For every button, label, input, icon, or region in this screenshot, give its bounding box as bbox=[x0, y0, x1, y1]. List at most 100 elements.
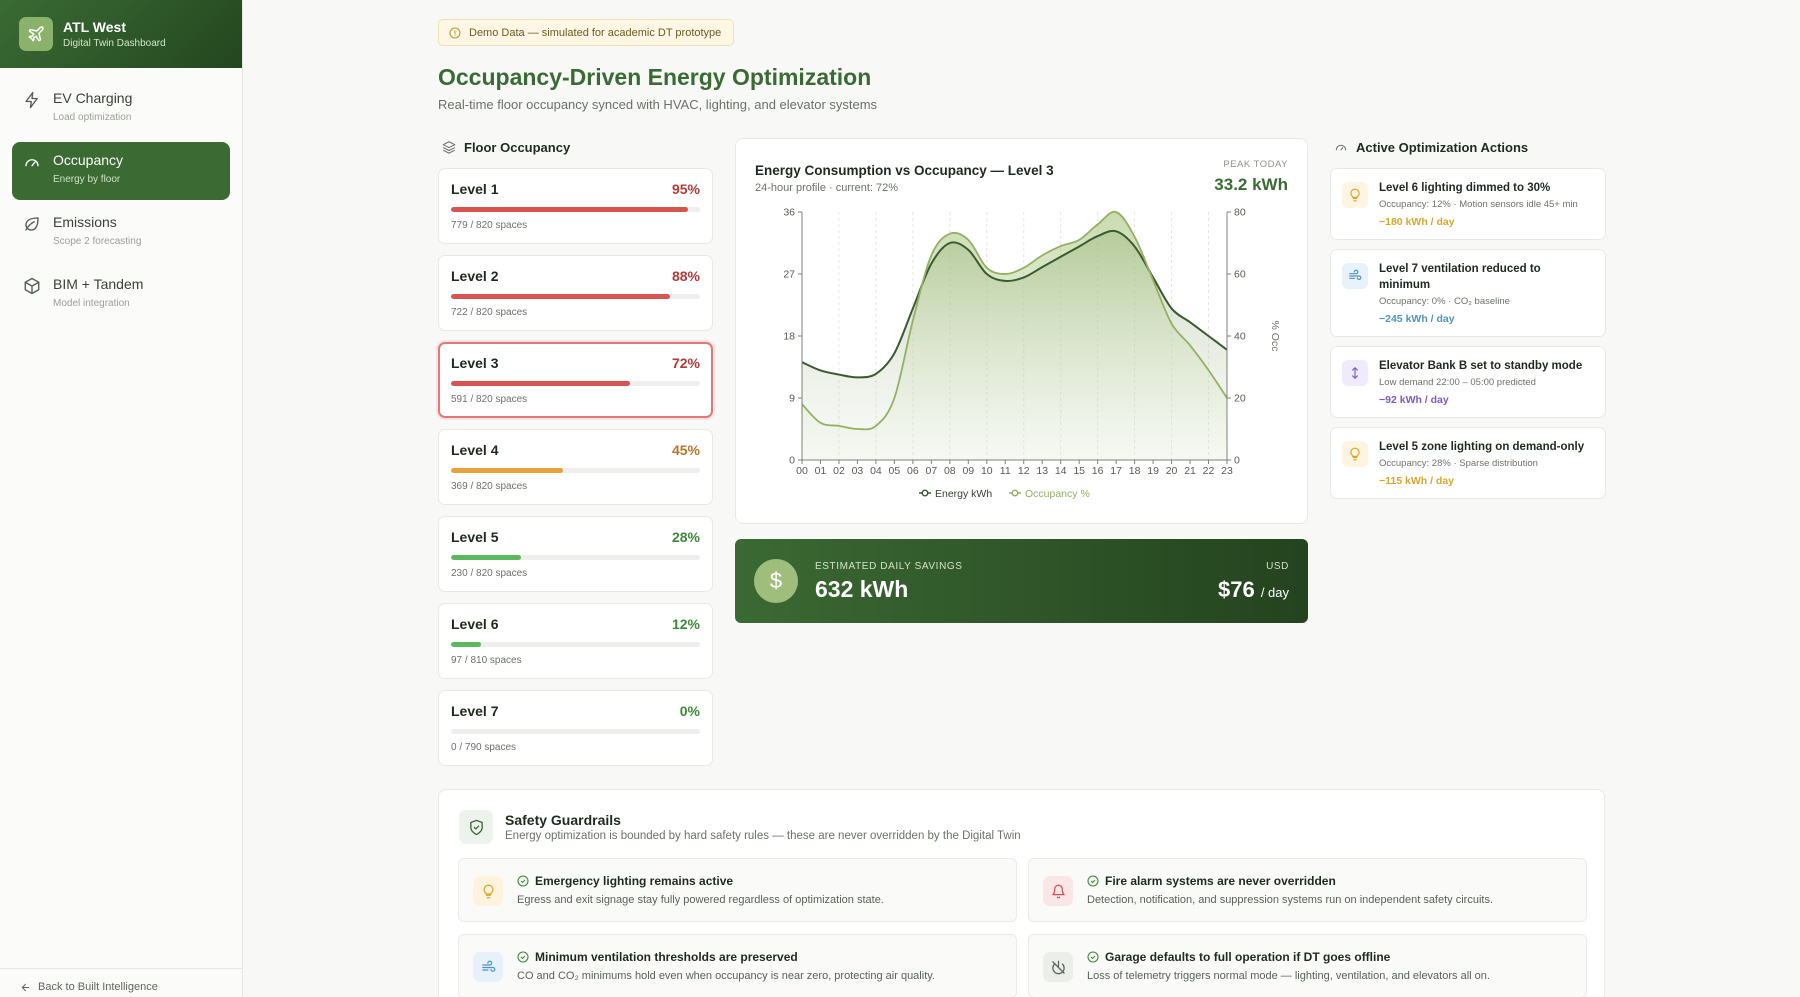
y-left-tick-label: 36 bbox=[783, 207, 795, 219]
sidebar-item-ev-charging[interactable]: EV Charging Load optimization bbox=[12, 80, 230, 138]
sidebar-item-label: Emissions bbox=[53, 214, 117, 230]
safety-rule-fire-alarm: Fire alarm systems are never overridden … bbox=[1028, 858, 1587, 922]
check-circle-icon bbox=[1087, 951, 1099, 963]
level-name: Level 1 bbox=[451, 181, 499, 197]
action-meta: Occupancy: 0% · CO₂ baseline bbox=[1379, 296, 1510, 307]
level-card[interactable]: Level 7 0% 0 / 790 spaces bbox=[438, 690, 713, 766]
back-link-label: Back to Built Intelligence bbox=[38, 981, 158, 993]
level-percent: 0% bbox=[679, 703, 700, 719]
level-row: Level 2 88% bbox=[451, 268, 700, 284]
floor-occupancy-panel: Floor Occupancy Level 1 95% 779 / 820 spac… bbox=[438, 138, 713, 777]
action-title: Level 6 lighting dimmed to 30% bbox=[1379, 182, 1551, 194]
sidebar-item-sublabel: Load optimization bbox=[53, 112, 132, 123]
level-spaces: 369 / 820 spaces bbox=[451, 481, 528, 492]
action-card[interactable]: Elevator Bank B set to standby mode Low d… bbox=[1330, 346, 1606, 418]
y-right-tick-label: 0 bbox=[1234, 455, 1240, 467]
action-title: Elevator Bank B set to standby mode bbox=[1379, 360, 1583, 372]
cube-icon bbox=[24, 277, 40, 295]
legend-energy-marker bbox=[921, 489, 929, 497]
energy-chart-card: 0 9 18 27 36 0 20 40 60 80 00 01 02 03 04 05 06 07 08 09 10 1… bbox=[735, 138, 1308, 524]
savings-kwh: 632 kWh bbox=[815, 576, 909, 602]
section-title: Active Optimization Actions bbox=[1356, 139, 1529, 155]
occupancy-area bbox=[802, 211, 1227, 460]
rule-description: CO and CO₂ minimums hold even when occup… bbox=[517, 970, 935, 982]
back-link[interactable]: Back to Built Intelligence bbox=[20, 981, 158, 993]
level-spaces: 591 / 820 spaces bbox=[451, 394, 528, 405]
level-card[interactable]: Level 6 12% 97 / 810 spaces bbox=[438, 603, 713, 679]
layers-icon bbox=[442, 141, 456, 154]
chart-title: Energy Consumption vs Occupancy — Level … bbox=[755, 163, 1054, 178]
action-meta: Occupancy: 12% · Motion sensors idle 45+… bbox=[1379, 199, 1578, 210]
power-off-icon bbox=[1043, 952, 1073, 982]
x-tick-label: 15 bbox=[1073, 465, 1085, 477]
safety-guardrails-panel: Safety Guardrails Energy optimization is… bbox=[438, 789, 1605, 997]
level-percent: 88% bbox=[671, 268, 700, 284]
demo-badge-text: Demo Data — simulated for academic DT pr… bbox=[469, 26, 722, 39]
bolt-icon bbox=[25, 91, 38, 109]
x-tick-label: 06 bbox=[907, 465, 919, 477]
y-right-tick-label: 80 bbox=[1234, 207, 1246, 219]
x-tick-label: 04 bbox=[870, 465, 882, 477]
x-tick-label: 03 bbox=[852, 465, 864, 477]
occupancy-bar bbox=[451, 729, 700, 734]
energy-series-line bbox=[801, 229, 1228, 379]
action-list: Level 6 lighting dimmed to 30% Occupancy:… bbox=[1330, 168, 1606, 499]
rule-title-row: Emergency lighting remains active bbox=[517, 874, 733, 888]
occupancy-bar-fill bbox=[451, 468, 564, 473]
rule-description: Loss of telemetry triggers normal mode —… bbox=[1087, 970, 1490, 982]
occupancy-bar bbox=[451, 468, 700, 473]
peak-label: PEAK TODAY bbox=[1223, 159, 1288, 170]
level-card[interactable]: Level 1 95% 779 / 820 spaces bbox=[438, 168, 713, 244]
action-savings: −180 kWh / day bbox=[1379, 216, 1455, 228]
action-card[interactable]: Level 5 zone lighting on demand-only Occu… bbox=[1330, 427, 1606, 499]
action-savings: −115 kWh / day bbox=[1379, 475, 1454, 487]
level-card[interactable]: Level 3 72% 591 / 820 spaces bbox=[438, 342, 713, 418]
action-card[interactable]: Level 6 lighting dimmed to 30% Occupancy:… bbox=[1330, 168, 1606, 240]
page-subtitle: Real-time floor occupancy synced with HV… bbox=[438, 97, 878, 112]
occupancy-bar-fill bbox=[451, 642, 481, 647]
occupancy-bar-fill bbox=[451, 555, 521, 560]
x-tick-label: 09 bbox=[962, 465, 974, 477]
safety-title: Safety Guardrails bbox=[505, 812, 621, 828]
y-right-tick-label: 20 bbox=[1234, 393, 1246, 405]
floor-occupancy-heading: Floor Occupancy bbox=[442, 138, 713, 156]
brand-header[interactable]: ATL West Digital Twin Dashboard bbox=[0, 0, 242, 68]
occupancy-bar-fill bbox=[451, 381, 631, 386]
brand-title: ATL West bbox=[63, 19, 127, 35]
x-tick-label: 19 bbox=[1147, 465, 1159, 477]
level-spaces: 779 / 820 spaces bbox=[451, 220, 528, 231]
action-meta: Low demand 22:00 – 05:00 predicted bbox=[1379, 377, 1536, 388]
sidebar-item-occupancy[interactable]: Occupancy Energy by floor bbox=[12, 142, 230, 200]
x-tick-label: 23 bbox=[1221, 465, 1233, 477]
level-card[interactable]: Level 4 45% 369 / 820 spaces bbox=[438, 429, 713, 505]
rule-title: Garage defaults to full operation if DT … bbox=[1105, 950, 1391, 964]
level-row: Level 5 28% bbox=[451, 529, 700, 545]
page-title: Occupancy-Driven Energy Optimization bbox=[438, 64, 872, 90]
sidebar-item-label: Occupancy bbox=[53, 152, 124, 168]
level-spaces: 0 / 790 spaces bbox=[451, 742, 517, 753]
level-row: Level 6 12% bbox=[451, 616, 700, 632]
occupancy-bar-fill bbox=[451, 294, 671, 299]
sidebar-item-emissions[interactable]: Emissions Scope 2 forecasting bbox=[12, 204, 230, 262]
x-tick-label: 11 bbox=[1000, 465, 1011, 477]
y-right-tick-label: 60 bbox=[1234, 269, 1246, 281]
action-card[interactable]: Level 7 ventilation reduced to minimum Oc… bbox=[1330, 249, 1606, 337]
safety-rule-ventilation: Minimum ventilation thresholds are prese… bbox=[458, 934, 1017, 997]
wind-icon bbox=[473, 952, 503, 982]
chart-subtitle: 24-hour profile · current: 72% bbox=[755, 182, 899, 194]
x-tick-label: 07 bbox=[926, 465, 938, 477]
savings-per: / day bbox=[1260, 585, 1289, 600]
sidebar-item-bim-tandem[interactable]: BIM + Tandem Model integration bbox=[12, 266, 230, 324]
level-list: Level 1 95% 779 / 820 spaces Level 2 88% 722 … bbox=[438, 168, 713, 766]
wind-icon bbox=[1342, 263, 1368, 289]
safety-subtitle: Energy optimization is bounded by hard s… bbox=[505, 830, 1021, 842]
check-circle-icon bbox=[517, 875, 529, 887]
level-card[interactable]: Level 5 28% 230 / 820 spaces bbox=[438, 516, 713, 592]
shield-icon bbox=[459, 810, 493, 844]
action-savings: −245 kWh / day bbox=[1379, 313, 1455, 325]
occupancy-bar bbox=[451, 381, 700, 386]
level-card[interactable]: Level 2 88% 722 / 820 spaces bbox=[438, 255, 713, 331]
x-tick-label: 05 bbox=[889, 465, 901, 477]
x-tick-label: 18 bbox=[1129, 465, 1141, 477]
rule-title: Emergency lighting remains active bbox=[535, 874, 734, 888]
